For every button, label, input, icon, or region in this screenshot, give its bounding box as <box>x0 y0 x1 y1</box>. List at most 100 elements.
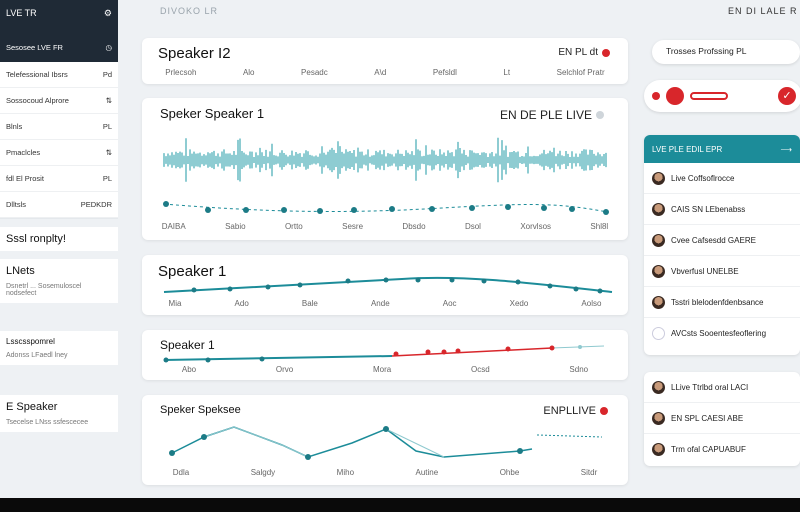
tick-labels: Prlecsoh Alo Pesadc A\d Pefsldl Lt Selchlof Pr… <box>142 68 628 77</box>
avatar <box>652 443 665 456</box>
card-title: E Speaker <box>6 401 58 413</box>
sidebar-card[interactable]: Sssl ronplty! <box>0 227 118 251</box>
live-dot-icon <box>602 48 610 57</box>
card-subtitle: Tsecelse LNss ssfescecee <box>6 419 89 426</box>
tick-label: Sesre <box>342 222 364 231</box>
arrow-right-icon[interactable]: ⟶ <box>780 144 792 154</box>
panel-title: Speker Speksee <box>160 404 241 416</box>
sidebar-item-label: fdl El Prosit <box>6 174 44 183</box>
record-progress-icon[interactable] <box>690 92 728 100</box>
sidebar-item-active[interactable]: Sesosee LVE FR ◷ <box>0 32 118 62</box>
sidebar-item-label: Sesosee LVE FR <box>6 42 63 52</box>
live-label: EN DE PLE LIVE <box>499 108 592 122</box>
avatar <box>652 411 665 425</box>
participant-item[interactable]: Cvee Cafsesdd GAERE <box>644 225 800 256</box>
sidebar-card[interactable]: Lsscsspomrel Adonss LFaedl lney <box>0 331 118 365</box>
participant-item[interactable]: Live Coffsoflrocce <box>644 163 800 194</box>
session-item[interactable]: Trm ofal CAPUABUF <box>644 434 800 465</box>
sidebar: LVE TR ⚙ Sesosee LVE FR ◷ Telefessional … <box>0 0 118 498</box>
session-item[interactable]: LLive Ttrlbd oral LACI <box>644 372 800 403</box>
session-label: LLive Ttrlbd oral LACI <box>671 382 749 392</box>
processing-pill[interactable]: Trosses Profssing PL <box>652 40 800 64</box>
waveform-chart <box>163 137 609 215</box>
tick-label: Orvo <box>275 365 294 374</box>
record-dot-icon[interactable] <box>652 92 660 100</box>
tick-label: Dbsdo <box>402 222 426 231</box>
card-title: Lsscsspomrel <box>6 337 55 346</box>
tick-label: Aolso <box>581 299 602 308</box>
speaker-panel: Speaker 1 Mia Ado Bale Ande Aoc Xedo Aolso <box>142 255 628 315</box>
tick-label: Xedo <box>509 299 529 308</box>
participants-title: LVE PLE EDIL EPR <box>652 144 723 154</box>
speaker-panel: Speker Speaker 1 EN DE PLE LIVE DAIBA Sab… <box>142 98 628 240</box>
live-label: EN PL dt <box>558 47 598 58</box>
panel-title: Speaker 1 <box>160 338 215 352</box>
line-chart <box>163 345 605 363</box>
tick-label: Sitdr <box>580 468 598 477</box>
participant-item[interactable]: Vbverfusl UNELBE <box>644 256 800 287</box>
top-center-title: DIVOKO LR <box>160 6 219 16</box>
sidebar-item[interactable]: Blnls PL <box>0 114 118 140</box>
live-indicator[interactable]: EN DE PLE LIVE <box>500 108 604 122</box>
sidebar-item[interactable]: fdl El Prosit PL <box>0 166 118 192</box>
participant-label: Vbverfusl UNELBE <box>671 266 739 276</box>
card-title: LNets <box>6 265 35 277</box>
tick-labels: Mia Ado Bale Ande Aoc Xedo Aolso <box>142 299 628 308</box>
participant-label: Live Coffsoflrocce <box>671 173 735 183</box>
tick-label: Lt <box>503 68 511 77</box>
tick-label: Autine <box>415 468 439 477</box>
sidebar-item-value: PL <box>102 122 112 131</box>
clock-icon: ◷ <box>105 42 112 52</box>
participant-label: Cvee Cafsesdd GAERE <box>671 235 756 245</box>
live-indicator[interactable]: ENPLLIVE <box>543 405 608 417</box>
participant-label: Tsstri blelodenfdenbsance <box>671 297 764 307</box>
tick-labels: DAIBA Sabio Ortto Sesre Dbsdo Dsol Xorvlsos Shl… <box>142 222 628 231</box>
live-indicator[interactable]: EN PL dt <box>558 47 610 58</box>
waveform-lines <box>163 137 607 183</box>
sidebar-card[interactable]: LNets Dsnetrl ... Sosemuloscel nodsefect <box>0 259 118 303</box>
panel-title: Speker Speaker 1 <box>160 106 265 121</box>
sidebar-item[interactable]: Dlltsls PEDKDR <box>0 192 118 218</box>
tick-label: Ohbe <box>499 468 520 477</box>
line-chart <box>163 276 613 294</box>
tick-label: Alo <box>242 68 255 77</box>
tick-label: Pesadc <box>301 68 328 77</box>
record-button[interactable] <box>666 87 684 105</box>
sidebar-item[interactable]: Pmaclcles ⇅ <box>0 140 118 166</box>
live-sessions-panel: LLive Ttrlbd oral LACI EN SPL CAESI ABE … <box>644 372 800 466</box>
avatar <box>652 171 665 185</box>
tick-label: Sdno <box>569 365 589 374</box>
sidebar-item-label: Sossocoud Alprore <box>6 96 69 105</box>
sidebar-item[interactable]: Telefessional Ibsrs Pd <box>0 62 118 88</box>
settings-icon[interactable]: ⚙ <box>103 8 112 18</box>
sidebar-item[interactable]: Sossocoud Alprore ⇅ <box>0 88 118 114</box>
tick-label: Ddla <box>172 468 190 477</box>
sidebar-item-label: Dlltsls <box>6 200 26 209</box>
tick-label: Sabio <box>225 222 246 231</box>
tick-label: Pefsldl <box>432 68 457 77</box>
avatar <box>652 264 665 278</box>
tick-label: Abo <box>181 365 197 374</box>
stop-button[interactable]: ✓ <box>778 87 796 105</box>
participants-panel: LVE PLE EDIL EPR ⟶ Live Coffsoflrocce CA… <box>644 135 800 355</box>
card-title: Sssl ronplty! <box>6 233 66 245</box>
session-item[interactable]: EN SPL CAESI ABE <box>644 403 800 434</box>
participant-item[interactable]: CAIS SN LEbenabss <box>644 194 800 225</box>
sidebar-item-value: PEDKDR <box>80 200 112 209</box>
participants-header: LVE PLE EDIL EPR ⟶ <box>644 135 800 163</box>
tick-label: Ande <box>370 299 390 308</box>
speaker-panel: Speker Speksee ENPLLIVE Ddla Salgdy Miho Au… <box>142 395 628 485</box>
participant-item[interactable]: AVCsts Sooentesfeoflering <box>644 318 800 349</box>
bottom-bar <box>0 498 800 512</box>
tick-labels: Abo Orvo Mora Ocsd Sdno <box>142 365 628 374</box>
tick-label: Mia <box>168 299 182 308</box>
session-label: EN SPL CAESI ABE <box>671 413 744 423</box>
line-chart <box>169 426 603 460</box>
sidebar-item-value: PL <box>102 174 112 183</box>
live-dot-icon <box>600 407 608 415</box>
sidebar-item-label: Telefessional Ibsrs <box>6 70 68 79</box>
participant-item[interactable]: Tsstri blelodenfdenbsance <box>644 287 800 318</box>
sidebar-card[interactable]: E Speaker Tsecelse LNss ssfescecee <box>0 395 118 432</box>
card-subtitle: Dsnetrl ... Sosemuloscel nodsefect <box>6 283 82 297</box>
avatar <box>652 380 665 394</box>
